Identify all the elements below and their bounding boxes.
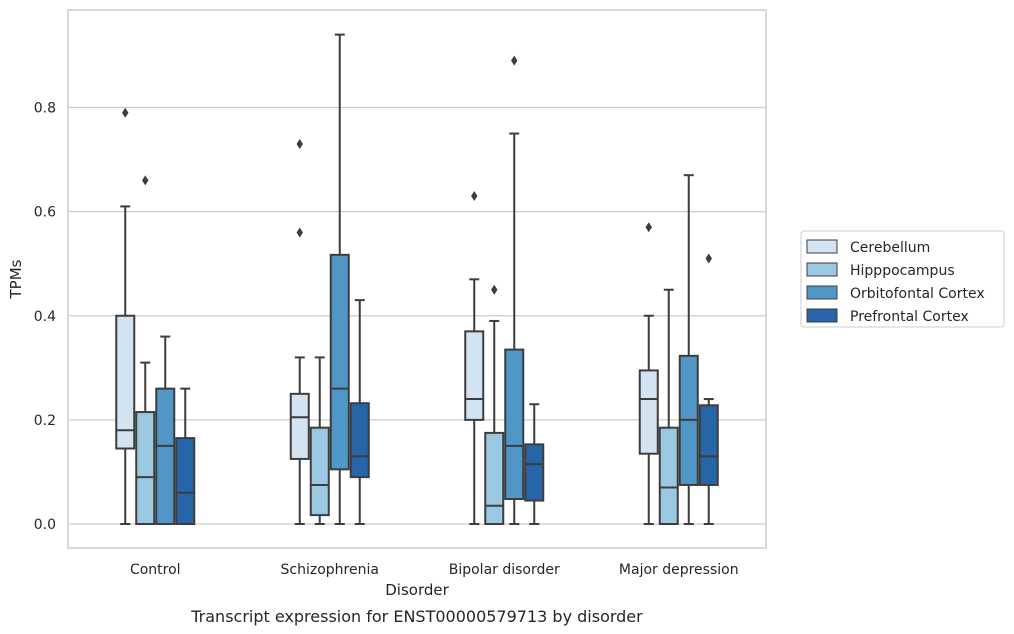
box-body — [155, 387, 176, 526]
box-body — [289, 392, 310, 460]
box-4 — [698, 253, 719, 525]
box-1 — [289, 138, 310, 525]
x-tick-label: Schizophrenia — [281, 562, 379, 578]
x-axis-label: Disorder — [385, 581, 449, 599]
box-body — [175, 437, 196, 525]
box-body — [698, 404, 719, 486]
box-body — [349, 402, 370, 479]
legend-entry: Orbitofontal Cortex — [850, 286, 985, 302]
outlier-point — [296, 138, 303, 149]
y-axis-label: TPMs — [7, 259, 25, 299]
outlier-point — [142, 175, 149, 186]
y-tick-label: 0.2 — [34, 413, 56, 429]
box-1 — [115, 107, 136, 525]
box-layer — [115, 33, 719, 526]
outlier-point — [122, 107, 129, 118]
box-1 — [638, 222, 659, 525]
box-body — [329, 253, 350, 471]
outlier-point — [705, 253, 712, 264]
outlier-point — [491, 284, 498, 295]
legend-frame — [800, 230, 1005, 328]
x-tick-label: Major depression — [619, 562, 739, 578]
box-body — [658, 426, 679, 526]
box-3 — [329, 33, 350, 525]
legend-entry: Hipppocampus — [850, 263, 955, 279]
box-3 — [155, 335, 176, 526]
legend-swatch — [806, 308, 838, 323]
y-tick-label: 0.8 — [34, 101, 56, 117]
plot-frame — [67, 9, 767, 549]
box-4 — [524, 403, 545, 525]
legend-swatch — [806, 262, 838, 277]
box-body — [638, 369, 659, 455]
x-axis-ticks: Control Schizophrenia Bipolar disorder Majo… — [130, 562, 739, 578]
y-tick-label: 0.6 — [34, 205, 56, 221]
box-4 — [175, 387, 196, 525]
x-tick-label: Bipolar disorder — [449, 562, 560, 578]
legend: Cerebellum Hipppocampus Orbitofontal Corte… — [800, 230, 1005, 328]
outlier-point — [296, 227, 303, 238]
box-2 — [658, 288, 679, 526]
legend-swatch — [806, 285, 838, 300]
y-tick-label: 0.4 — [34, 309, 56, 325]
box-3 — [678, 174, 699, 525]
y-axis-ticks: 0.0 0.2 0.4 0.6 0.8 — [34, 101, 56, 534]
box-3 — [504, 55, 525, 525]
box-body — [464, 330, 485, 421]
legend-entry: Cerebellum — [850, 240, 930, 256]
box-body — [504, 348, 525, 501]
box-body — [135, 411, 156, 525]
x-tick-label: Control — [130, 562, 181, 578]
box-body — [115, 314, 136, 450]
box-body — [309, 426, 330, 517]
chart-caption: Transcript expression for ENST0000057971… — [190, 607, 643, 626]
outlier-point — [471, 191, 478, 202]
y-tick-label: 0.0 — [34, 517, 56, 533]
outlier-point — [645, 222, 652, 233]
box-4 — [349, 299, 370, 525]
box-body — [524, 443, 545, 502]
box-2 — [484, 284, 505, 525]
legend-swatch — [806, 239, 838, 254]
box-2 — [135, 175, 156, 525]
box-body — [484, 431, 505, 525]
box-2 — [309, 356, 330, 525]
outlier-point — [511, 55, 518, 66]
legend-entry: Prefrontal Cortex — [850, 309, 969, 325]
box-1 — [464, 191, 485, 525]
